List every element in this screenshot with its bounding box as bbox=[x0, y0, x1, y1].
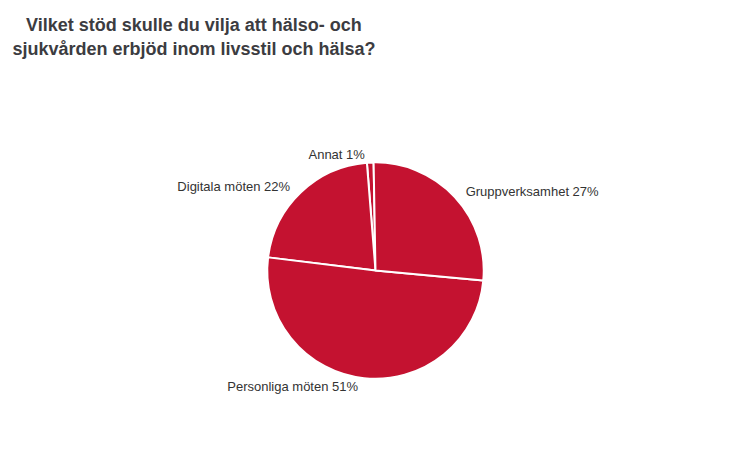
svg-text:Annat 1%: Annat 1% bbox=[308, 147, 365, 162]
svg-text:Personliga möten 51%: Personliga möten 51% bbox=[227, 379, 358, 394]
svg-text:Gruppverksamhet 27%: Gruppverksamhet 27% bbox=[466, 184, 599, 199]
svg-text:Vilket stöd skulle du vilja at: Vilket stöd skulle du vilja att hälso- o… bbox=[26, 15, 362, 35]
svg-text:sjukvården erbjöd inom livssti: sjukvården erbjöd inom livsstil och häls… bbox=[12, 39, 375, 59]
svg-text:Digitala möten 22%: Digitala möten 22% bbox=[177, 179, 290, 194]
